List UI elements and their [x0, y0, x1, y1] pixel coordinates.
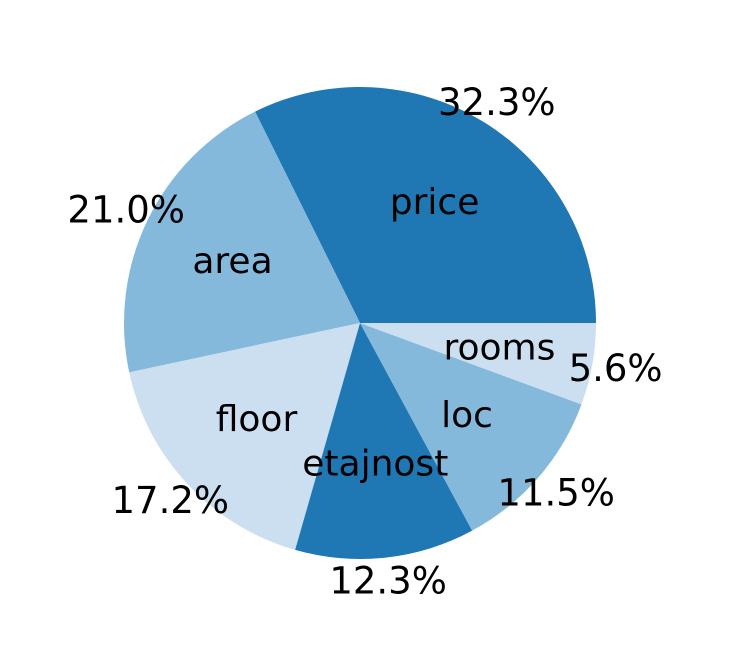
pie-slice-etajnost: [295, 323, 473, 560]
pie-slice-price: [255, 87, 596, 324]
percent-label-loc: 11.5%: [497, 472, 615, 515]
percent-label-etajnost: 12.3%: [329, 560, 447, 603]
slice-label-floor: floor: [216, 399, 298, 440]
pie-slice-loc: [360, 323, 582, 531]
slice-label-loc: loc: [441, 395, 493, 436]
slice-label-rooms: rooms: [443, 327, 555, 368]
slice-label-etajnost: etajnost: [302, 443, 448, 484]
pie-slice-area: [124, 111, 360, 373]
pie-slice-floor: [129, 323, 360, 550]
slice-label-price: price: [390, 182, 480, 223]
percent-label-area: 21.0%: [67, 189, 185, 232]
percent-label-floor: 17.2%: [112, 479, 230, 522]
percent-label-price: 32.3%: [438, 81, 556, 124]
percent-label-rooms: 5.6%: [569, 347, 663, 390]
slice-label-area: area: [192, 241, 272, 282]
pie-slice-rooms: [360, 323, 596, 405]
